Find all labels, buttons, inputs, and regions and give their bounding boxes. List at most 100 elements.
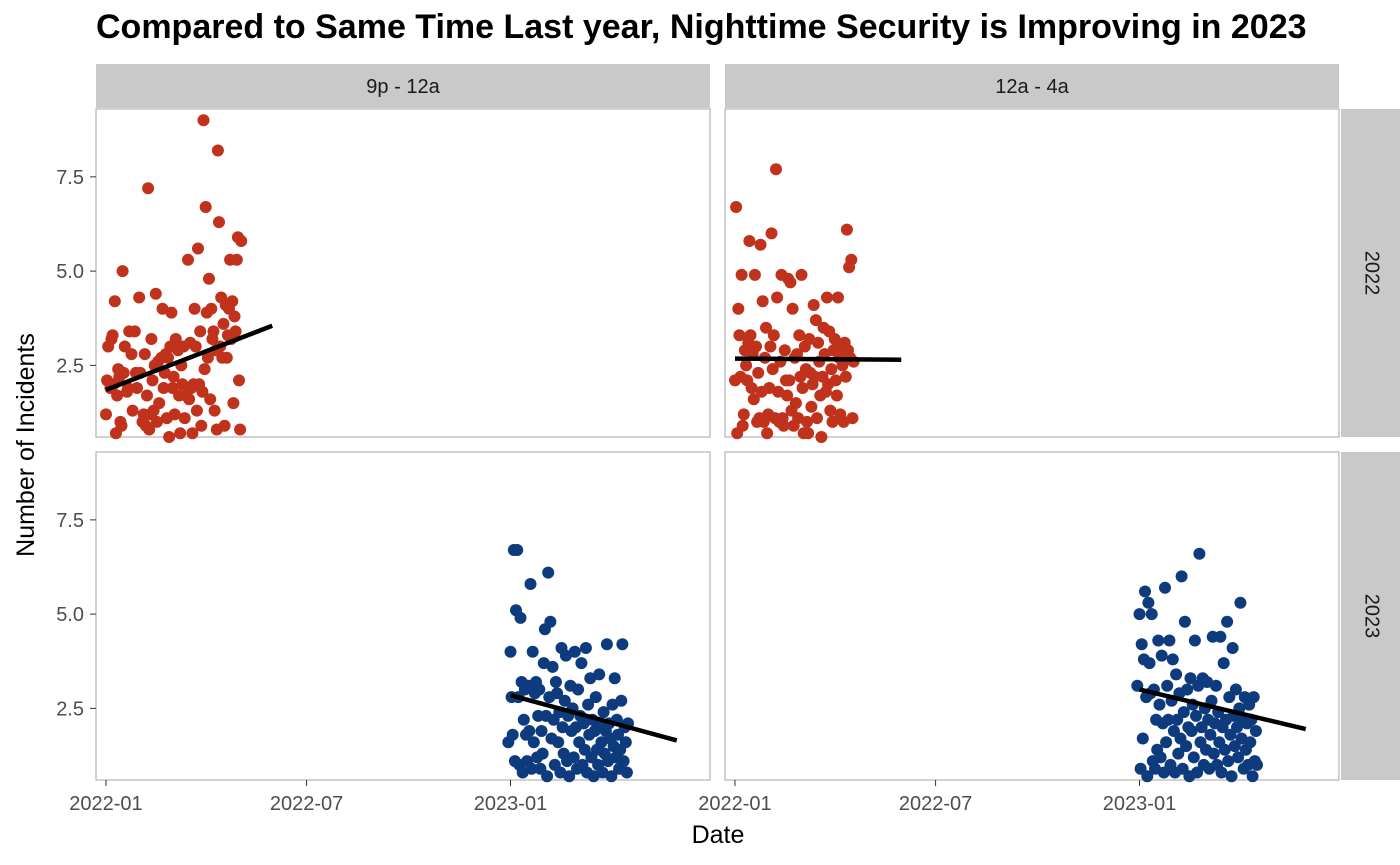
x-tick-label: 2022-07 — [899, 793, 972, 815]
data-point — [605, 770, 618, 783]
data-point — [812, 336, 825, 349]
data-point — [597, 706, 610, 719]
data-point — [839, 370, 852, 383]
data-point — [524, 578, 537, 590]
data-point — [125, 348, 138, 361]
data-point — [203, 272, 215, 285]
data-point — [805, 400, 818, 413]
facet-column-label: 12a - 4a — [995, 76, 1069, 98]
data-point — [186, 427, 199, 440]
x-tick-label: 2023-01 — [1103, 793, 1176, 815]
data-point — [1143, 657, 1156, 670]
data-point — [1175, 570, 1188, 583]
data-point — [227, 397, 240, 410]
data-point — [745, 382, 758, 394]
data-point — [145, 333, 158, 345]
data-point — [1152, 634, 1165, 647]
data-point — [619, 736, 632, 749]
data-point — [579, 642, 592, 654]
trend-line — [105, 323, 274, 392]
data-point — [116, 265, 129, 278]
data-point — [767, 329, 780, 342]
data-point — [523, 725, 536, 737]
data-point — [157, 382, 170, 394]
data-point — [195, 419, 208, 432]
data-point — [1215, 766, 1228, 779]
data-point — [593, 668, 606, 681]
x-tick-label: 2022-01 — [698, 793, 771, 815]
data-point — [824, 404, 837, 417]
data-point — [511, 544, 524, 556]
data-point — [128, 325, 141, 338]
data-point — [525, 762, 538, 775]
data-point — [563, 770, 576, 783]
data-point — [201, 351, 214, 364]
data-point — [218, 419, 231, 432]
facet-panel — [95, 451, 711, 783]
data-point — [1251, 758, 1263, 771]
data-point — [146, 374, 159, 387]
data-point — [138, 348, 151, 361]
data-point — [536, 747, 549, 760]
data-point — [1145, 608, 1158, 621]
data-point — [517, 713, 530, 726]
x-tick-label: 2022-01 — [69, 793, 142, 815]
facet-row-label: 2023 — [1361, 594, 1383, 639]
facet-column-strip — [96, 64, 710, 108]
data-point — [226, 295, 239, 308]
data-point — [1247, 691, 1260, 704]
facet-row-strip — [1341, 452, 1400, 780]
data-point — [589, 691, 602, 704]
data-point — [1204, 728, 1217, 741]
data-point — [198, 363, 211, 376]
data-point — [568, 645, 581, 658]
data-point — [1159, 581, 1171, 594]
data-point — [188, 302, 201, 315]
data-point — [1178, 615, 1191, 628]
y-tick-label: 5.0 — [56, 604, 84, 626]
data-point — [1163, 634, 1176, 647]
data-point — [1229, 683, 1242, 696]
x-tick-label: 2022-07 — [270, 793, 343, 815]
y-axis-title: Number of Incidents — [12, 333, 40, 557]
data-point — [1154, 751, 1167, 764]
data-point — [815, 431, 828, 443]
data-point — [754, 238, 767, 251]
x-axis-title: Date — [692, 821, 745, 849]
data-point — [1225, 770, 1238, 783]
data-point — [750, 340, 762, 353]
data-point — [165, 306, 178, 319]
data-point — [230, 253, 243, 266]
data-point — [1222, 755, 1235, 768]
y-tick-label: 7.5 — [56, 510, 84, 532]
data-point — [743, 235, 756, 247]
data-point — [575, 657, 588, 670]
data-point — [1141, 770, 1154, 783]
data-point — [821, 291, 833, 304]
data-point — [1161, 679, 1174, 692]
data-point — [192, 242, 204, 255]
data-point — [126, 404, 139, 417]
data-point — [211, 144, 224, 157]
data-point — [552, 736, 565, 749]
data-point — [1221, 615, 1234, 628]
data-point — [178, 412, 191, 425]
data-point — [208, 404, 221, 417]
data-point — [771, 291, 784, 304]
data-point — [174, 427, 187, 440]
data-point — [1207, 747, 1220, 760]
facet-column-strip — [725, 64, 1339, 108]
y-tick-label: 2.5 — [56, 698, 84, 720]
data-point — [199, 201, 212, 213]
data-point — [542, 566, 555, 579]
data-point — [735, 268, 748, 281]
data-point — [1155, 649, 1168, 662]
data-point — [1226, 642, 1239, 654]
data-point — [1153, 698, 1166, 711]
data-point — [748, 268, 761, 281]
data-point — [122, 382, 135, 394]
data-point — [733, 329, 746, 342]
data-point — [616, 638, 629, 651]
data-point — [752, 366, 765, 379]
